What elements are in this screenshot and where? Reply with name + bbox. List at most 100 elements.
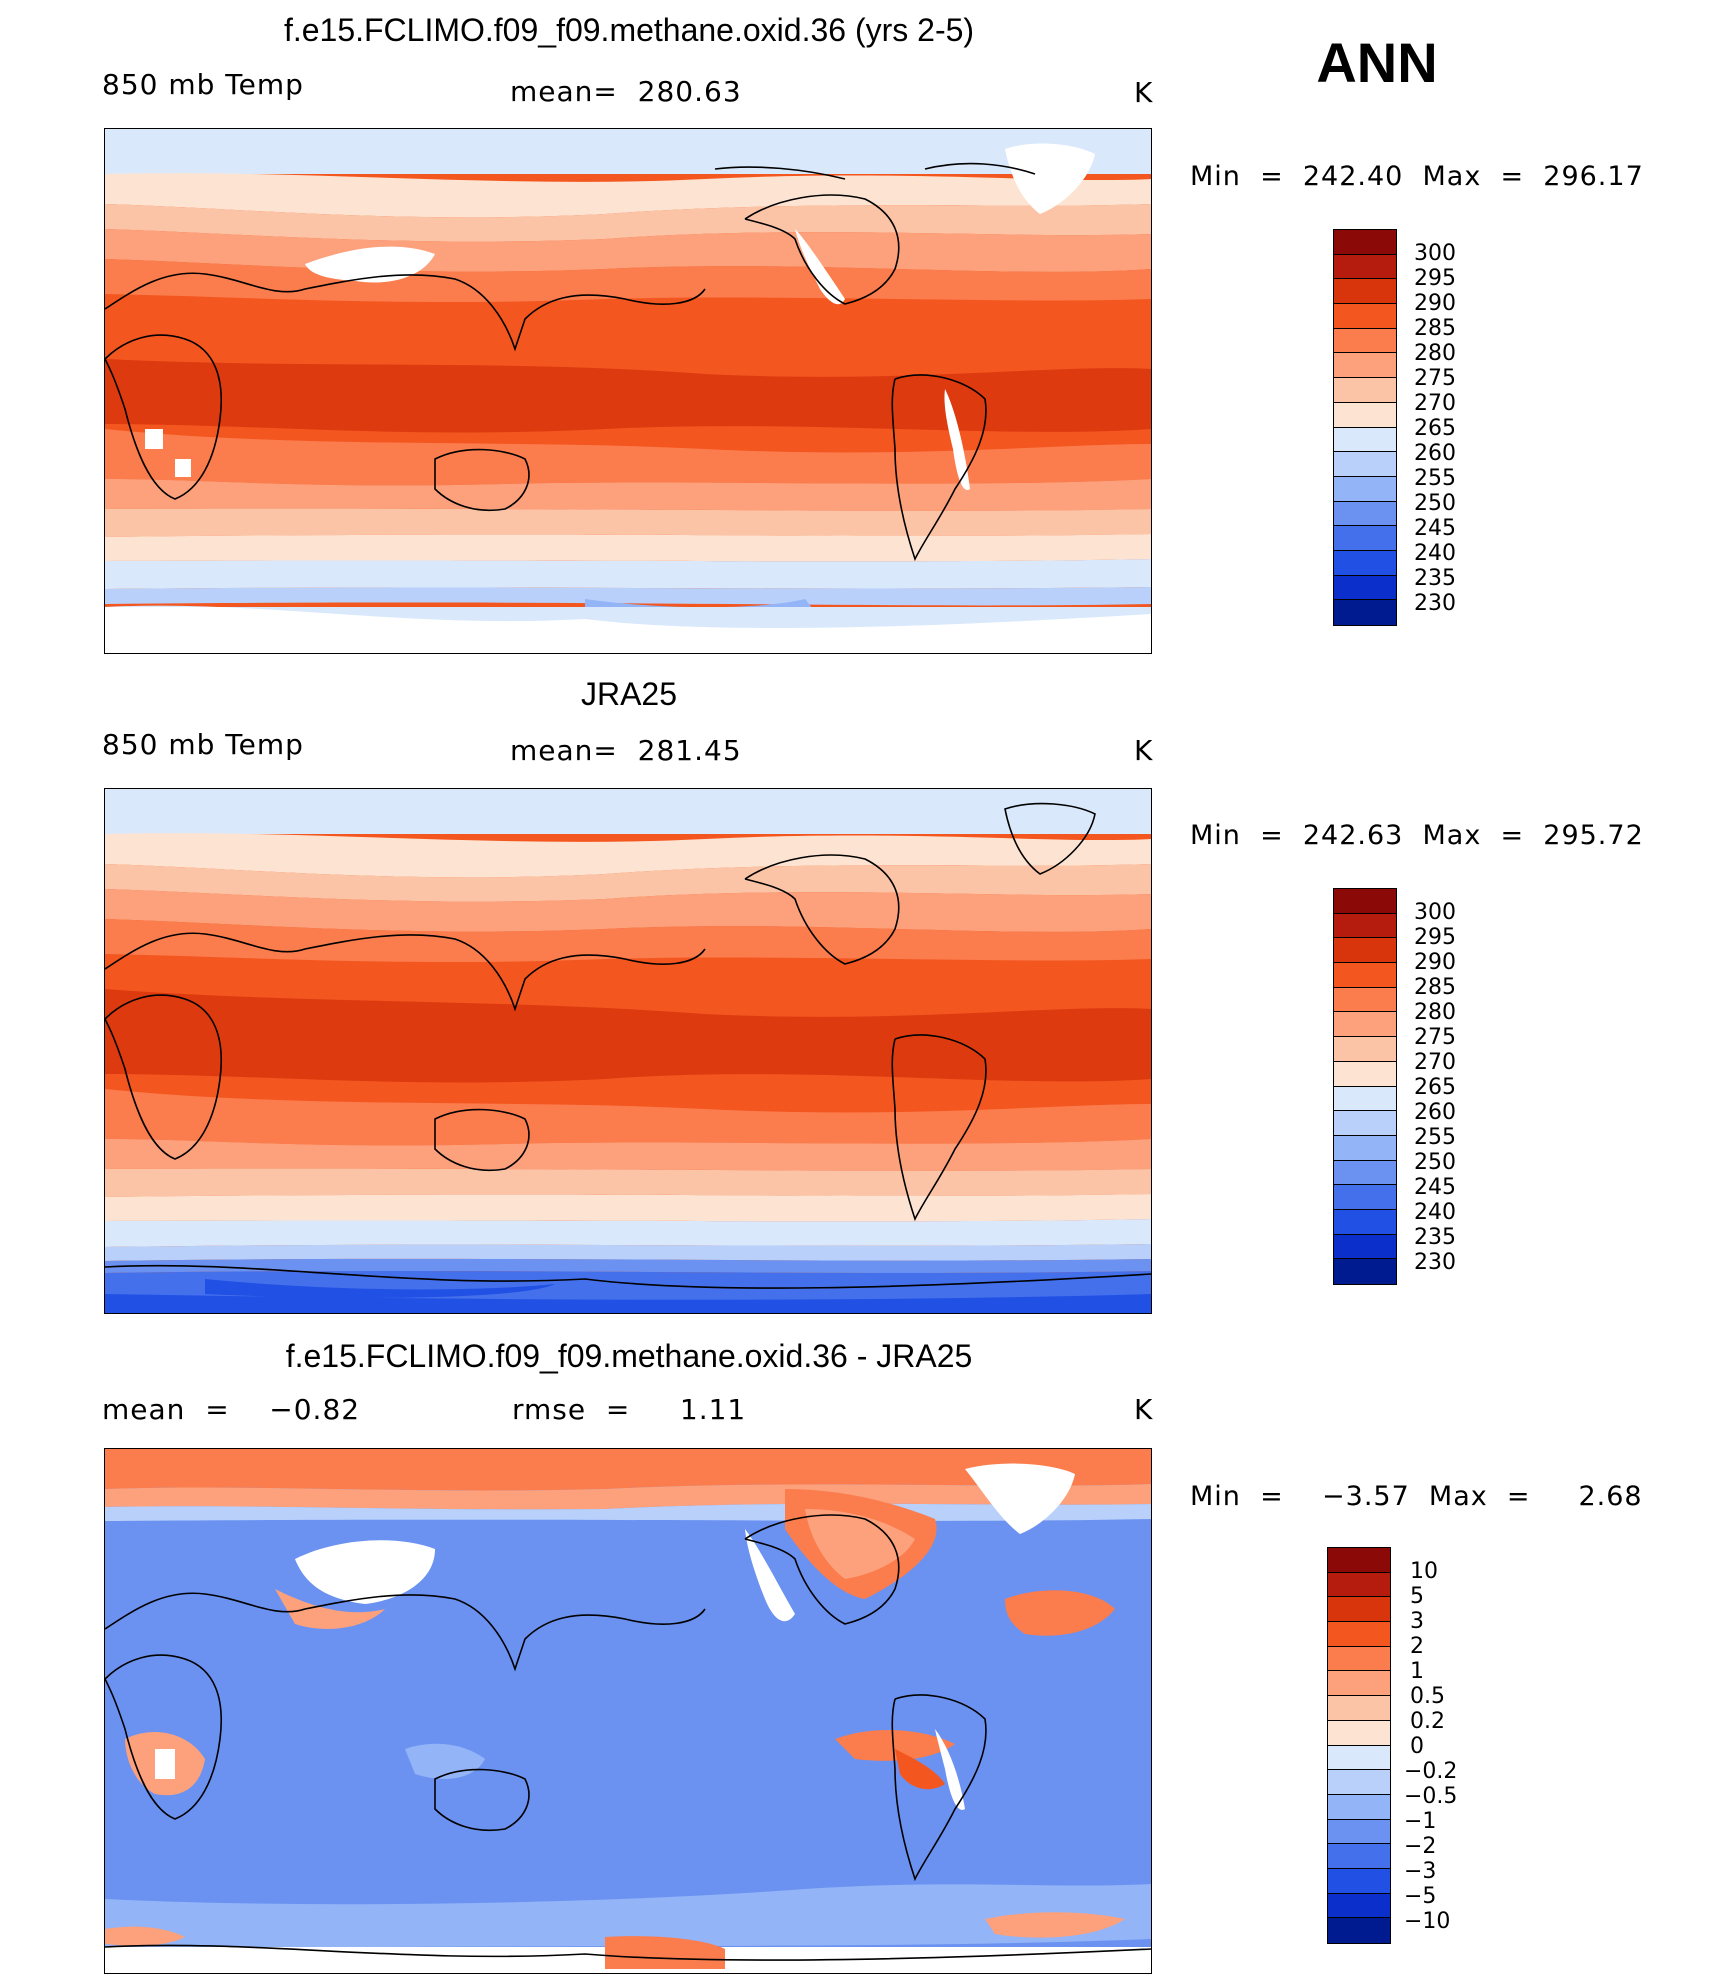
colorbar-swatch [1334,328,1396,354]
colorbar-swatch [1334,938,1396,964]
colorbar-label: 245 [1414,1175,1456,1200]
colorbar-swatch [1328,1918,1390,1943]
colorbar-label: 285 [1414,316,1456,341]
colorbar-swatch [1334,1086,1396,1112]
colorbar-swatch [1334,1259,1396,1284]
colorbar-swatch [1334,1185,1396,1210]
colorbar-label: −1 [1404,1809,1437,1834]
colorbar-swatch [1334,550,1396,576]
colorbar-label: 275 [1414,366,1456,391]
colorbar-swatch [1328,1696,1390,1721]
colorbar-swatch [1334,279,1396,305]
colorbar-swatch [1334,987,1396,1013]
panel3-units-label: K [1134,1393,1154,1426]
colorbar-label: 235 [1414,1225,1456,1250]
colorbar-swatch [1334,402,1396,428]
panel3-map [104,1448,1152,1974]
colorbar-label: 290 [1414,291,1456,316]
colorbar-label: 10 [1410,1559,1438,1584]
panel1-mean-label: mean= 280.63 [510,75,742,108]
colorbar-swatch [1334,353,1396,379]
diff-andes-mask [935,1729,965,1810]
colorbar-label: 275 [1414,1025,1456,1050]
diff-greenland-mask [965,1463,1075,1534]
colorbar-label: 290 [1414,950,1456,975]
colorbar-label: −10 [1404,1909,1451,1934]
colorbar-swatch [1334,427,1396,453]
band-arctic [105,129,1151,174]
season-label: ANN [1316,31,1438,94]
colorbar-swatch [1328,1646,1390,1672]
diff-tibet-mask [295,1540,435,1604]
colorbar-label: 1 [1410,1659,1424,1684]
colorbar-swatch [1334,1061,1396,1087]
colorbar-label: 240 [1414,1200,1456,1225]
colorbar-swatch [1334,304,1396,329]
colorbar-swatch [1334,476,1396,502]
colorbar-swatch [1328,1622,1390,1647]
panel2-title: JRA25 [580,676,678,712]
colorbar-label: 230 [1414,1250,1456,1275]
colorbar-swatch [1334,254,1396,280]
panel2-mean-label: mean= 281.45 [510,734,742,767]
colorbar-label: 295 [1414,266,1456,291]
colorbar-swatch [1334,230,1396,255]
colorbar-swatch [1328,1819,1390,1845]
panel2-units-label: K [1134,734,1154,767]
colorbar-swatch [1334,1209,1396,1235]
panel3-rmse-label: rmse = 1.11 [512,1393,747,1426]
colorbar-swatch [1334,1037,1396,1062]
colorbar-label: 260 [1414,441,1456,466]
colorbar-swatch [1334,501,1396,527]
africa-mask-2 [175,459,191,477]
colorbar-swatch [1328,1844,1390,1869]
panel2-map [104,788,1152,1314]
colorbar-swatch [1334,913,1396,939]
colorbar-label: 265 [1414,1075,1456,1100]
colorbar-label: −3 [1404,1859,1437,1884]
colorbar-label: 240 [1414,541,1456,566]
colorbar-label: 0.2 [1410,1709,1445,1734]
colorbar-swatch [1334,378,1396,403]
colorbar-swatch [1328,1770,1390,1795]
panel2-colorbar [1333,888,1397,1285]
colorbar-swatch [1328,1794,1390,1820]
panel3-colorbar [1327,1547,1391,1944]
colorbar-label: 250 [1414,491,1456,516]
colorbar-label: 230 [1414,591,1456,616]
panel2-minmax: Min = 242.63 Max = 295.72 [1190,820,1644,851]
panel1-minmax: Min = 242.40 Max = 296.17 [1190,161,1644,192]
colorbar-label: 250 [1414,1150,1456,1175]
panel1-map [104,128,1152,654]
diff-rockies-mask [745,1529,795,1622]
colorbar-label: 295 [1414,925,1456,950]
colorbar-swatch [1334,1135,1396,1161]
colorbar-swatch [1328,1671,1390,1697]
colorbar-swatch [1328,1548,1390,1573]
colorbar-swatch [1334,1111,1396,1136]
panel2-variable-label: 850 mb Temp [102,728,304,761]
colorbar-label: 255 [1414,1125,1456,1150]
colorbar-label: 270 [1414,1050,1456,1075]
colorbar-swatch [1328,1868,1390,1894]
rockies-mask [795,229,845,305]
colorbar-label: 300 [1414,241,1456,266]
colorbar-label: 260 [1414,1100,1456,1125]
tibet-mask [305,246,435,283]
panel1-colorbar [1333,229,1397,626]
colorbar-label: 3 [1410,1609,1424,1634]
colorbar-label: 0 [1410,1734,1424,1759]
colorbar-swatch [1334,1012,1396,1038]
colorbar-swatch [1328,1720,1390,1746]
colorbar-label: 5 [1410,1584,1424,1609]
colorbar-label: 300 [1414,900,1456,925]
colorbar-swatch [1334,889,1396,914]
colorbar-swatch [1334,1234,1396,1260]
africa-mask-1 [145,429,163,449]
colorbar-label: 280 [1414,341,1456,366]
panel3-title: f.e15.FCLIMO.f09_f09.methane.oxid.36 - J… [285,1338,973,1374]
andes-mask [944,389,970,490]
colorbar-swatch [1328,1597,1390,1623]
colorbar-label: −0.5 [1404,1784,1458,1809]
colorbar-label: −0.2 [1404,1759,1458,1784]
